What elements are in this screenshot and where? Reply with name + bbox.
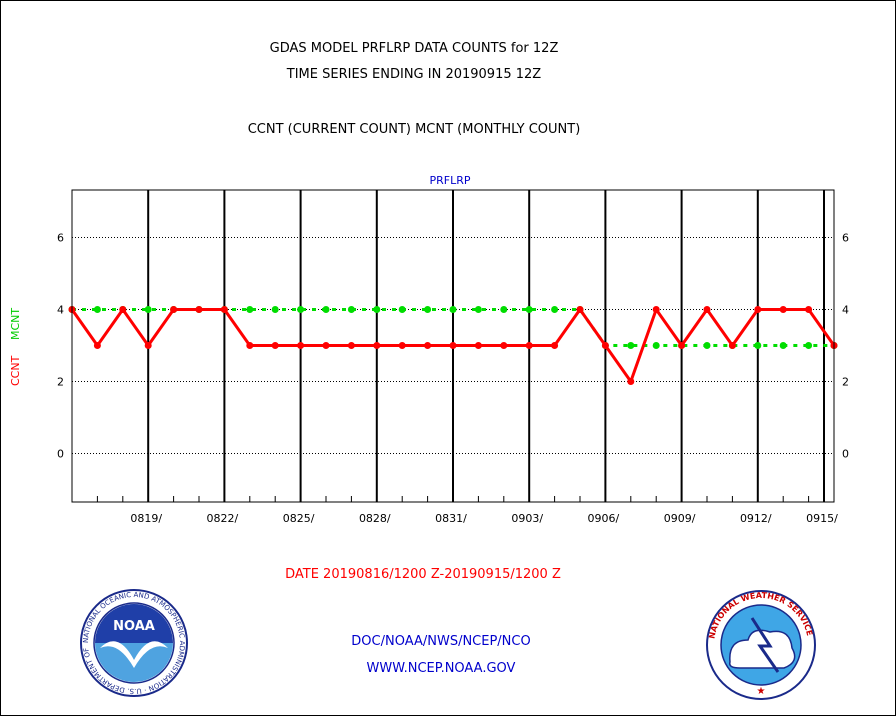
data-point-mcnt [500,306,508,313]
data-point-mcnt [424,306,432,313]
data-point-ccnt [779,306,787,313]
data-point-mcnt [652,342,660,349]
data-point-ccnt [601,342,609,349]
plot-axes: 0 0 2 2 4 4 6 6 0819/0822/0825/0828/0831/0903/09… [57,189,849,525]
data-point-ccnt [424,342,432,349]
star-icon: ★ [757,686,766,697]
data-point-ccnt [297,342,305,349]
data-point-ccnt [652,306,660,313]
data-point-ccnt [500,342,508,349]
y-label-mcnt: MCNT [9,308,22,340]
data-point-ccnt [347,342,355,349]
data-point-ccnt [805,306,813,313]
title-line-1: GDAS MODEL PRFLRP DATA COUNTS for 12Z [270,41,559,56]
data-point-ccnt [398,342,406,349]
date-range: DATE 20190816/1200 Z-20190915/1200 Z [285,567,561,582]
data-point-ccnt [754,306,762,313]
y-tick-label-left: 0 [57,448,64,461]
data-point-mcnt [703,342,711,349]
chart-subtitle: CCNT (CURRENT COUNT) MCNT (MONTHLY COUNT… [248,122,581,137]
y-axis-label-group: CCNT MCNT [9,308,22,386]
data-point-ccnt [144,342,152,349]
x-tick-label: 0828/ [359,512,391,525]
title-line-2: TIME SERIES ENDING IN 20190915 12Z [286,67,542,82]
x-tick-label: 0825/ [283,512,315,525]
plot-series [68,306,838,385]
data-point-mcnt [347,306,355,313]
data-point-mcnt [373,306,381,313]
x-tick-label: 0819/ [130,512,162,525]
y-tick-label-right: 4 [842,304,849,317]
data-point-ccnt [170,306,178,313]
data-point-ccnt [373,342,381,349]
data-point-ccnt [474,342,482,349]
credit-text: DOC/NOAA/NWS/NCEP/NCO [351,634,530,649]
data-point-ccnt [678,342,686,349]
data-point-ccnt [627,378,635,385]
data-point-mcnt [551,306,559,313]
lightning-icon [750,617,780,673]
x-tick-label: 0822/ [207,512,239,525]
x-tick-label: 0912/ [740,512,772,525]
nws-logo: NATIONAL WEATHER SERVICE ★ [706,590,816,700]
y-tick-label-left: 2 [57,376,64,389]
y-tick-label-right: 6 [842,232,849,245]
data-point-ccnt [195,306,203,313]
noaa-logo-text: NOAA [113,619,155,634]
y-tick-label-right: 2 [842,376,849,389]
y-tick-label-right: 0 [842,448,849,461]
data-point-mcnt [93,306,101,313]
y-tick-label-left: 6 [57,232,64,245]
y-label-ccnt: CCNT [9,355,22,386]
data-point-ccnt [728,342,736,349]
data-point-mcnt [398,306,406,313]
data-point-mcnt [627,342,635,349]
data-point-ccnt [93,342,101,349]
x-tick-label: 0906/ [588,512,620,525]
x-tick-label: 0903/ [511,512,543,525]
data-point-ccnt [703,306,711,313]
data-point-ccnt [322,342,330,349]
data-point-mcnt [144,306,152,313]
data-point-ccnt [576,306,584,313]
data-point-ccnt [119,306,127,313]
data-point-ccnt [220,306,228,313]
data-point-ccnt [525,342,533,349]
x-tick-label: 0915/ [806,512,838,525]
data-point-mcnt [246,306,254,313]
data-point-ccnt [246,342,254,349]
y-tick-label-left: 4 [57,304,64,317]
data-point-ccnt [449,342,457,349]
data-point-mcnt [779,342,787,349]
seagull-icon [100,641,168,668]
data-point-mcnt [525,306,533,313]
x-tick-label: 0909/ [664,512,696,525]
data-point-ccnt [551,342,559,349]
data-point-mcnt [271,306,279,313]
data-point-mcnt [805,342,813,349]
x-tick-label: 0831/ [435,512,467,525]
data-point-mcnt [449,306,457,313]
data-point-ccnt [271,342,279,349]
data-point-mcnt [297,306,305,313]
plot-title: PRFLRP [429,174,470,187]
data-point-mcnt [474,306,482,313]
data-point-mcnt [754,342,762,349]
url-link[interactable]: WWW.NCEP.NOAA.GOV [367,661,516,676]
data-point-mcnt [322,306,330,313]
